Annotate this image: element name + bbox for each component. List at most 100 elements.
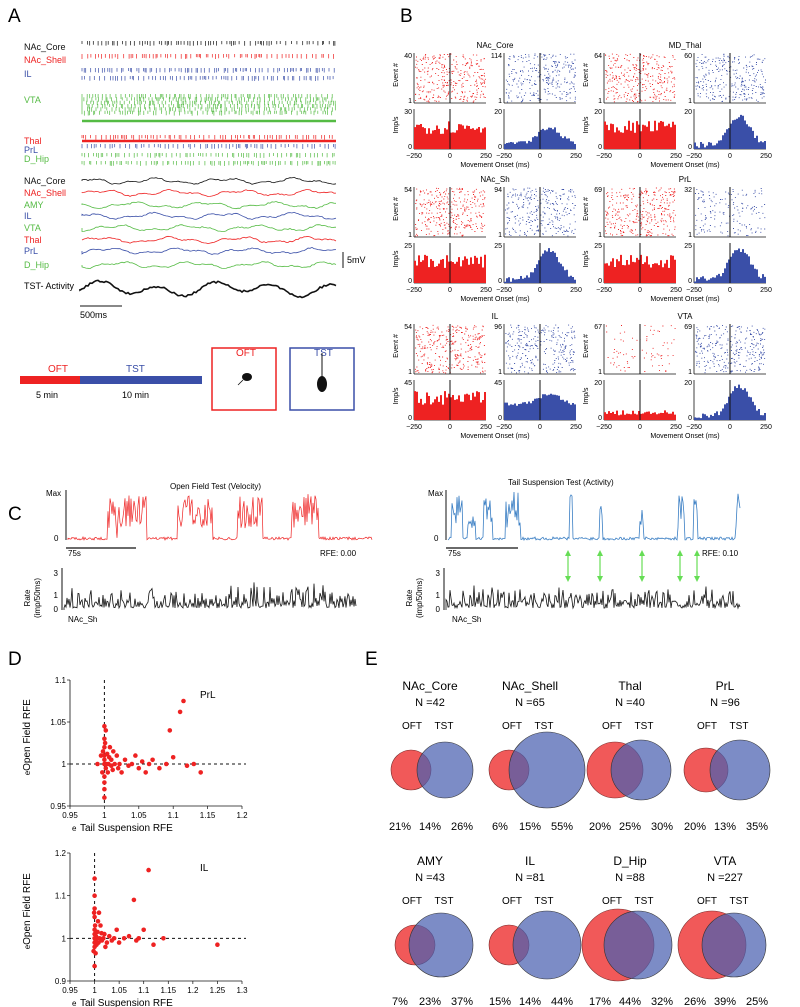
psth-MD_Thal: MD_Thal Event # Imp/s 64 1 20 0 −250 0 250 60 1 20 0 −…: [583, 41, 772, 169]
raster-tick-min: 1: [688, 232, 692, 239]
venn-tst-only-pct: 26%: [451, 821, 473, 833]
oft-time-scale-label: 75s: [68, 549, 81, 558]
venn-n-count: N =43: [415, 872, 445, 884]
scatter-point-33: [157, 765, 162, 771]
scatter-point-40: [93, 951, 98, 956]
raster-dots: [605, 325, 676, 373]
region-title: NAc_Core: [477, 41, 514, 50]
scatter-point-25: [126, 763, 131, 768]
x-tick: 1.15: [160, 986, 176, 995]
rate-tick-min: 0: [498, 415, 502, 422]
venn-tst-circle: [512, 910, 582, 980]
lfp-trace-0: [81, 176, 337, 185]
venn-tst-label: TST: [635, 721, 654, 732]
scatter-point-31: [136, 936, 142, 941]
scatter-point-43: [99, 930, 104, 936]
spike-label-6: D_Hip: [24, 154, 49, 164]
oft-rate-tick-3: 3: [54, 569, 59, 578]
lfp-trace-2: [81, 201, 337, 210]
tst-zero-label: 0: [434, 534, 439, 543]
raster-tick-max: 114: [491, 53, 502, 60]
venn-oft-label: OFT: [402, 896, 422, 907]
raster-tick-max: 94: [494, 187, 502, 194]
rate-tick-min: 0: [598, 415, 602, 422]
x-tick: 250: [570, 424, 582, 431]
tst-rate-tick-1: 1: [436, 591, 441, 600]
spike-label-2: IL: [24, 69, 32, 79]
timeline-oft-duration: 5 min: [36, 390, 58, 400]
x-tick: 0: [448, 424, 452, 431]
venn-Thal: Thal N =40 OFT TST 20% 25% 30%: [586, 679, 673, 833]
scatter-point-12: [104, 751, 110, 757]
scatter-point-7: [102, 736, 107, 742]
spike-label-3: VTA: [24, 95, 41, 105]
venn-oft-only-pct: 21%: [389, 821, 411, 833]
x-axis-label: Movement Onset (ms): [650, 296, 719, 303]
venn-oft-label: OFT: [697, 721, 717, 732]
timeline-tst-label: TST: [126, 364, 145, 375]
scatter-point-42: [102, 780, 107, 785]
venn-region-name: PrL: [716, 679, 735, 693]
rate-tick-min: 0: [688, 278, 692, 285]
spike-raster-5: [81, 144, 336, 149]
arrow-head-down-3: [677, 576, 683, 582]
x-tick: 250: [570, 287, 582, 294]
scatter-point-38: [181, 698, 186, 704]
venn-tst-only-pct: 35%: [746, 821, 768, 833]
x-tick: 0: [638, 287, 642, 294]
venn-AMY: AMY N =43 OFT TST 7% 23% 37%: [392, 854, 474, 1007]
x-axis-label: Movement Onset (ms): [460, 296, 529, 303]
rate-tick-max: 20: [594, 109, 602, 116]
x-tick: 1.1: [138, 986, 150, 995]
rate-tick-min: 0: [408, 415, 412, 422]
lfp-trace-1: [81, 189, 337, 197]
oft-velocity-trace: [67, 494, 373, 541]
lfp-label-7: D_Hip: [24, 260, 49, 270]
rate-tick-min: 0: [688, 415, 692, 422]
rate-tick-max: 25: [594, 243, 602, 250]
rate-tick-min: 0: [598, 144, 602, 151]
y-tick: 1.2: [55, 849, 67, 858]
scatter-point-45: [100, 770, 105, 775]
x-tick: 1.1: [168, 811, 180, 820]
scatter-point-38: [91, 910, 97, 915]
venn-PrL: PrL N =96 OFT TST 20% 13% 35%: [683, 679, 771, 833]
venn-tst-only-pct: 44%: [551, 996, 573, 1007]
x-tick: −250: [496, 153, 512, 160]
x-tick: 250: [480, 287, 492, 294]
scatter-point-43: [100, 749, 106, 754]
raster-dots: [695, 325, 766, 374]
rate-ylabel: Imp/s: [393, 387, 400, 405]
venn-tst-label: TST: [535, 896, 554, 907]
venn-oft-only-pct: 17%: [589, 996, 611, 1007]
scatter-point-44: [103, 944, 108, 950]
venn-oft-label: OFT: [602, 896, 622, 907]
venn-tst-circle: [408, 912, 474, 978]
tst-activity-title: Tail Suspension Test (Activity): [508, 478, 614, 487]
scatter-point-41: [95, 919, 101, 924]
rate-tick-max: 20: [594, 380, 602, 387]
tst-rate-tick-3: 3: [436, 569, 441, 578]
venn-oft-only-pct: 7%: [392, 996, 408, 1007]
lfp-trace-3: [81, 211, 337, 220]
scatter-point-6: [92, 914, 97, 920]
venn-both-pct: 13%: [714, 821, 736, 833]
venn-n-count: N =227: [707, 872, 743, 884]
oft-max-label: Max: [46, 489, 61, 498]
venn-oft-only-pct: 20%: [684, 821, 706, 833]
timeline-tst-duration: 10 min: [122, 390, 149, 400]
lfp-trace-5: [81, 235, 337, 245]
raster-tick-max: 54: [404, 324, 412, 331]
venn-tst-label: TST: [730, 896, 749, 907]
scatter-point-46: [102, 795, 107, 800]
raster-ylabel: Event #: [583, 197, 590, 221]
timeline-oft-bar: [20, 376, 80, 384]
raster-ylabel: Event #: [583, 63, 590, 87]
timeline-oft-label: OFT: [48, 364, 68, 375]
scatter-point-14: [95, 929, 100, 935]
raster-dots: [695, 53, 766, 103]
oft-rate-tick-0: 0: [54, 605, 59, 614]
lfp-label-2: AMY: [24, 200, 44, 210]
oft-rfe-label: RFE: 0.00: [320, 549, 357, 558]
raster-dots: [415, 53, 486, 103]
